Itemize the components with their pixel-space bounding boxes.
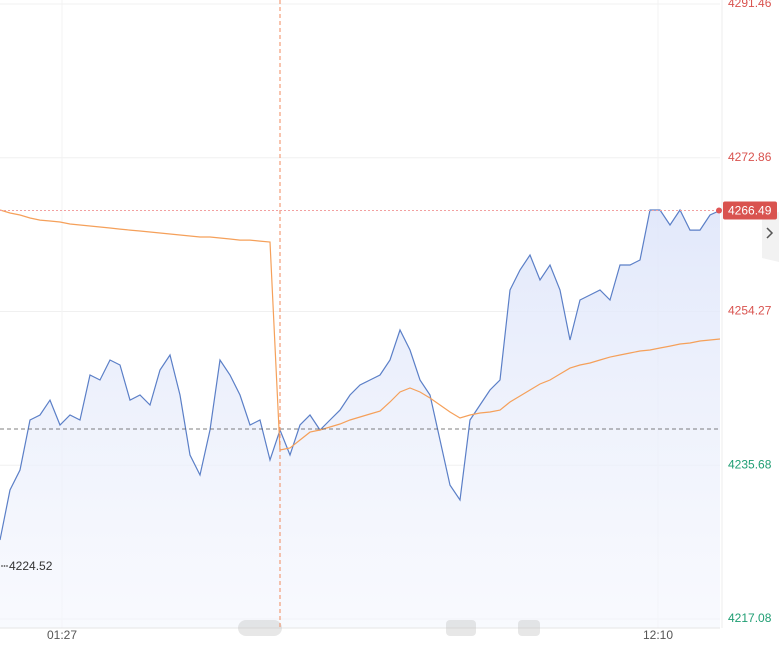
y-tick-label: 4217.08	[728, 611, 772, 625]
tab-arrow[interactable]	[766, 227, 774, 239]
average-line	[0, 209, 721, 451]
price-line	[0, 208, 721, 541]
dot	[6, 565, 8, 567]
dot	[1, 565, 3, 567]
low-label: 4224.52	[9, 559, 53, 573]
current-price-label: 4266.49	[728, 204, 772, 218]
y-tick-label: 4254.27	[728, 304, 772, 318]
scroll-hints	[238, 620, 540, 636]
current-dot	[716, 207, 722, 214]
tab-bg[interactable]	[762, 212, 779, 262]
x-tick-label: 01:27	[47, 628, 77, 642]
dot	[3, 565, 6, 567]
hint	[238, 620, 282, 636]
y-tick-label: 4235.68	[728, 457, 772, 471]
price-area	[0, 210, 720, 628]
y-tick-label: 4272.86	[728, 150, 772, 164]
side-tab[interactable]	[762, 212, 779, 262]
x-tick-label: 12:10	[643, 628, 673, 642]
hint	[518, 620, 540, 636]
current-price-badge	[723, 201, 777, 220]
hint	[446, 620, 476, 636]
low-annotation: 4224.52	[1, 559, 53, 573]
y-tick-label: 4291.46	[728, 0, 772, 10]
